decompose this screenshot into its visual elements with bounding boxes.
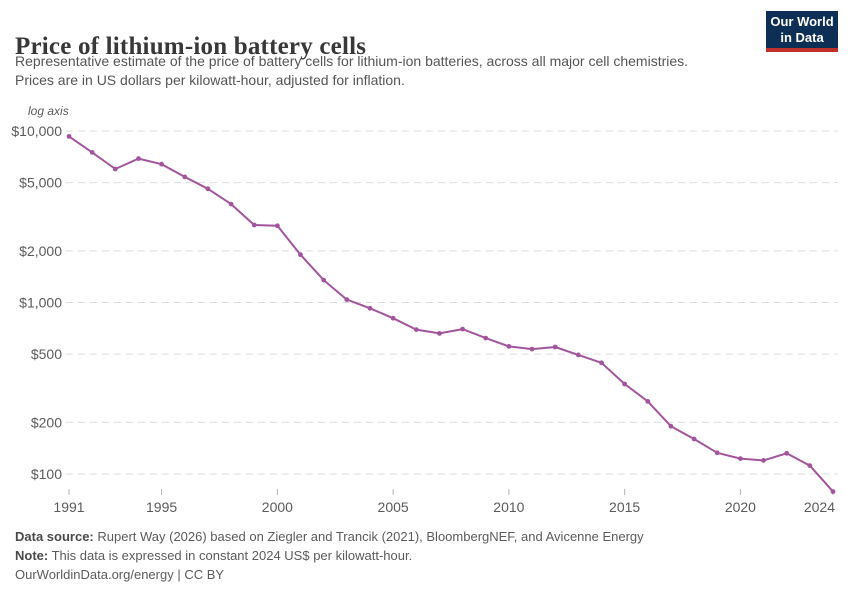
- data-point[interactable]: [599, 360, 604, 366]
- data-point[interactable]: [506, 344, 512, 349]
- owid-logo-box: Our World in Data: [766, 11, 838, 48]
- x-axis-tick-label: 2005: [378, 499, 409, 515]
- data-point[interactable]: [622, 381, 627, 387]
- data-point[interactable]: [182, 174, 188, 180]
- owid-logo-red-bar: [766, 48, 838, 52]
- data-point[interactable]: [89, 150, 95, 155]
- y-axis-tick-label: $2,000: [19, 243, 62, 259]
- y-axis-tick-label: $10,000: [11, 123, 62, 139]
- chart-subtitle-line2: Prices are in US dollars per kilowatt-ho…: [15, 72, 405, 88]
- chart-subtitle-line1: Representative estimate of the price of …: [15, 53, 689, 69]
- footer-source-text: Rupert Way (2026) based on Ziegler and T…: [93, 529, 644, 544]
- footer-note-line: Note: This data is expressed in constant…: [15, 546, 644, 565]
- chart-footer: Data source: Rupert Way (2026) based on …: [15, 527, 644, 584]
- y-axis-tick-label: $500: [31, 346, 62, 362]
- data-point[interactable]: [529, 346, 535, 352]
- data-point[interactable]: [761, 458, 766, 463]
- y-axis-tick-label: $100: [31, 466, 62, 482]
- owid-logo-line1: Our World: [770, 14, 834, 29]
- data-point[interactable]: [344, 297, 350, 302]
- data-point[interactable]: [830, 489, 836, 494]
- data-point[interactable]: [575, 352, 581, 358]
- footer-license-line[interactable]: OurWorldinData.org/energy | CC BY: [15, 567, 225, 582]
- y-axis-tick-label: $200: [31, 414, 62, 430]
- data-point[interactable]: [552, 344, 558, 350]
- footer-source-line: Data source: Rupert Way (2026) based on …: [15, 527, 644, 546]
- data-point[interactable]: [738, 456, 743, 461]
- x-axis-tick-label: 2000: [262, 499, 293, 515]
- data-point[interactable]: [460, 326, 465, 332]
- data-point[interactable]: [66, 134, 72, 139]
- x-axis-tick-label: 2024: [804, 499, 835, 515]
- footer-note-text: This data is expressed in constant 2024 …: [48, 548, 413, 563]
- footer-note-label: Note:: [15, 548, 49, 563]
- data-point[interactable]: [298, 252, 303, 258]
- data-point[interactable]: [136, 156, 141, 162]
- owid-logo-line2: in Data: [780, 30, 824, 45]
- log-axis-label: log axis: [28, 104, 69, 118]
- data-point[interactable]: [228, 201, 234, 207]
- data-point[interactable]: [159, 161, 165, 167]
- data-point[interactable]: [668, 423, 674, 429]
- data-point[interactable]: [784, 450, 790, 456]
- data-point[interactable]: [321, 277, 327, 283]
- data-point[interactable]: [483, 335, 489, 341]
- page-title: Price of lithium-ion battery cells: [15, 32, 367, 60]
- x-axis-tick-label: 2010: [493, 499, 524, 515]
- data-point[interactable]: [691, 436, 697, 442]
- data-point[interactable]: [275, 223, 280, 229]
- data-point[interactable]: [251, 222, 257, 228]
- data-point[interactable]: [437, 331, 442, 336]
- data-point[interactable]: [112, 166, 118, 172]
- data-point[interactable]: [413, 327, 419, 332]
- y-axis-tick-label: $1,000: [19, 295, 62, 311]
- owid-logo[interactable]: Our World in Data: [766, 11, 838, 52]
- chart-subtitle: Representative estimate of the price of …: [15, 52, 688, 90]
- y-axis-tick-label: $5,000: [19, 175, 62, 191]
- price-line-series: [68, 135, 834, 493]
- data-point[interactable]: [807, 463, 813, 468]
- data-point[interactable]: [390, 315, 396, 321]
- x-axis-tick-label: 2020: [725, 499, 756, 515]
- x-axis-tick-label: 2015: [609, 499, 640, 515]
- x-axis-tick-label: 1995: [146, 499, 177, 515]
- data-point[interactable]: [367, 305, 373, 311]
- data-point[interactable]: [205, 186, 211, 192]
- data-point[interactable]: [645, 399, 651, 404]
- footer-source-label: Data source:: [15, 529, 94, 544]
- data-point[interactable]: [714, 450, 720, 456]
- x-axis-tick-label: 1991: [53, 499, 84, 515]
